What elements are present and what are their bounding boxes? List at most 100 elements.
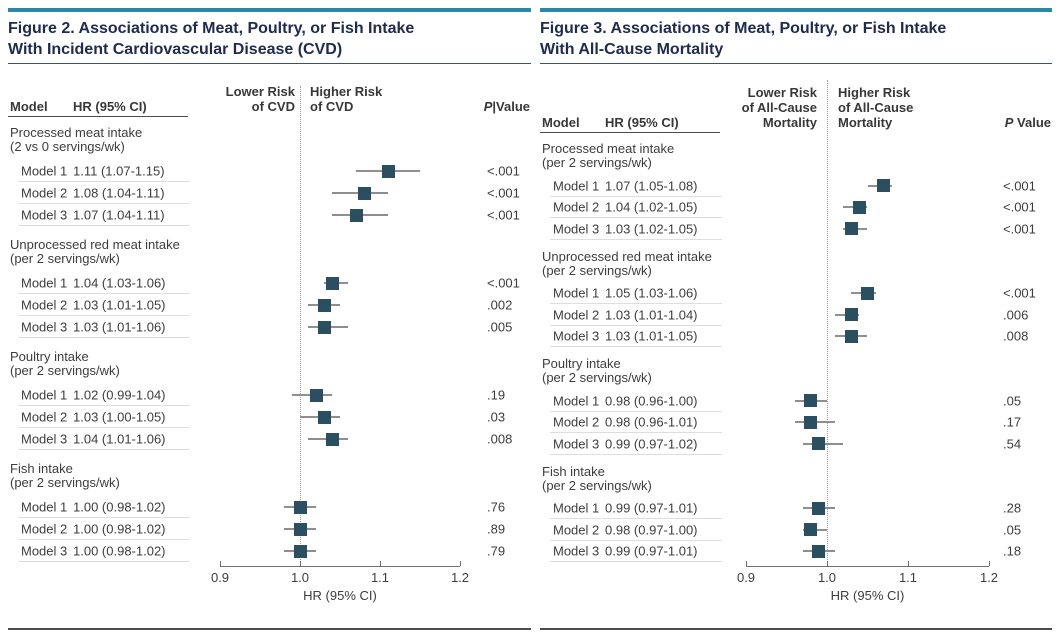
figure3-title: Figure 3. Associations of Meat, Poultry,… <box>540 18 1052 60</box>
group-label-line2: (per 2 servings/wk) <box>542 262 652 278</box>
figure3-title-line2: With All-Cause Mortality <box>540 41 724 58</box>
x-axis-title: HR (95% CI) <box>303 588 377 603</box>
figure2-title-line2: With Incident Cardiovascular Disease (CV… <box>8 41 343 58</box>
model-hr-underline <box>540 132 720 133</box>
hr-ci-value: 1.03 (1.01-1.05) <box>73 297 166 313</box>
hr-ci-value: 1.04 (1.03-1.06) <box>73 275 166 291</box>
model-row: Model 3 0.99 (0.97-1.01) .18 <box>540 541 1052 563</box>
title-rule <box>8 63 531 64</box>
hr-column-header: HR (95% CI) <box>605 115 679 130</box>
group-label-line2: (2 vs 0 servings/wk) <box>10 139 125 154</box>
hr-ci-value: 0.98 (0.96-1.01) <box>605 414 698 430</box>
lower-risk-label-line: Mortality <box>762 115 817 130</box>
p-value: <.001 <box>1003 221 1036 237</box>
intake-group: Processed meat intake (2 vs 0 servings/wk… <box>8 126 531 226</box>
intake-group: Fish intake (per 2 servings/wk) Model 1 1.0… <box>8 462 531 562</box>
model-name: Model 3 <box>21 543 68 559</box>
group-label: Processed meat intake (2 vs 0 servings/wk… <box>8 126 531 154</box>
model-row: Model 3 1.00 (0.98-1.02) .79 <box>8 540 531 562</box>
group-label: Poultry intake (per 2 servings/wk) <box>8 350 531 378</box>
x-axis-tick-label: 1.1 <box>370 570 390 585</box>
x-axis-tick-label: 1.0 <box>817 570 837 585</box>
x-axis: HR (95% CI) 0.9 1.0 1.1 1.2 <box>737 561 998 612</box>
group-label-line2: (per 2 servings/wk) <box>542 477 652 493</box>
x-axis-tick <box>299 561 301 566</box>
group-label-line2: (per 2 servings/wk) <box>542 370 652 385</box>
hr-point-marker <box>293 522 307 536</box>
model-row: Model 3 1.03 (1.02-1.05) <.001 <box>540 218 1052 240</box>
hr-ci-value: 1.04 (1.02-1.05) <box>605 199 698 215</box>
p-value: .28 <box>1003 500 1022 516</box>
x-axis-tick-label: 1.2 <box>450 570 470 585</box>
lower-risk-label-line: Lower Risk <box>225 84 295 99</box>
column-headers: Model HR (95% CI) Lower Risk of All-Cause… <box>540 64 1052 133</box>
p-value: .54 <box>1003 436 1022 452</box>
p-value-header: P|Value <box>483 99 530 114</box>
group-label: Fish intake (per 2 servings/wk) <box>540 463 1052 493</box>
intake-group: Poultry intake (per 2 servings/wk) Model 1… <box>540 357 1052 455</box>
hr-ci-value: 1.03 (1.00-1.05) <box>73 409 166 425</box>
p-value: <.001 <box>487 275 520 291</box>
p-value: .05 <box>1003 393 1022 409</box>
lower-risk-label-line: of All-Cause <box>741 100 817 115</box>
model-column-header: Model <box>10 99 48 114</box>
hr-point-marker <box>357 186 371 200</box>
hr-point-marker <box>804 415 818 429</box>
p-value: .19 <box>487 387 506 403</box>
x-axis-tick-label: 1.2 <box>979 570 999 585</box>
group-label-line2: (per 2 servings/wk) <box>10 251 120 266</box>
reference-line-1.0 <box>300 86 301 566</box>
p-value: .008 <box>487 431 513 447</box>
intake-group: Unprocessed red meat intake (per 2 servin… <box>8 238 531 338</box>
hr-point-marker <box>877 179 891 193</box>
hr-point-marker <box>812 437 826 451</box>
hr-point-marker <box>317 298 331 312</box>
group-label-line2: (per 2 servings/wk) <box>542 155 652 170</box>
forest-groups: Processed meat intake (2 vs 0 servings/wk… <box>8 126 531 562</box>
higher-risk-label-line: Higher Risk <box>310 84 383 99</box>
model-name: Model 1 <box>21 387 68 403</box>
x-axis-tick <box>460 561 461 566</box>
hr-ci-value: 1.03 (1.01-1.06) <box>73 319 166 335</box>
model-row: Model 3 1.03 (1.01-1.06) .005 <box>8 316 531 338</box>
p-value: .05 <box>1003 522 1022 538</box>
model-row: Model 2 1.08 (1.04-1.11) <.001 <box>8 182 531 204</box>
group-label-line1: Unprocessed red meat intake <box>10 237 180 252</box>
figure3-title-line1: Figure 3. Associations of Meat, Poultry,… <box>540 20 947 37</box>
higher-risk-label: Higher Risk of CVD <box>310 84 382 114</box>
column-headers: Model HR (95% CI) Lower Risk of CVD Highe… <box>8 64 531 117</box>
reference-line-1.0 <box>827 80 828 566</box>
x-axis-tick <box>907 561 909 566</box>
group-label-line1: Fish intake <box>542 463 605 479</box>
model-row: Model 2 1.03 (1.01-1.04) .006 <box>540 304 1052 326</box>
model-name: Model 1 <box>553 285 600 301</box>
model-row: Model 3 1.04 (1.01-1.06) .008 <box>8 428 531 450</box>
hr-ci-value: 0.99 (0.97-1.01) <box>605 543 698 559</box>
p-value: .005 <box>487 319 513 335</box>
hr-ci-value: 1.07 (1.04-1.11) <box>73 207 165 223</box>
x-axis-tick-label: 1.0 <box>290 570 310 585</box>
group-label-line1: Fish intake <box>10 461 73 476</box>
title-rule <box>540 63 1052 64</box>
hr-point-marker <box>861 286 874 300</box>
lower-risk-label-line: of CVD <box>251 99 295 114</box>
model-name: Model 2 <box>553 307 600 323</box>
hr-point-marker <box>844 329 858 343</box>
hr-point-marker <box>325 276 339 290</box>
model-row: Model 2 1.03 (1.00-1.05) .03 <box>8 406 531 428</box>
p-value: .17 <box>1003 414 1022 430</box>
hr-ci-value: 1.03 (1.01-1.04) <box>605 307 698 323</box>
intake-group: Processed meat intake (per 2 servings/wk)… <box>540 142 1052 240</box>
hr-ci-value: 1.04 (1.01-1.06) <box>73 431 166 447</box>
group-label: Unprocessed red meat intake (per 2 servin… <box>8 238 531 266</box>
model-name: Model 3 <box>553 328 600 344</box>
group-label-line1: Poultry intake <box>542 356 621 371</box>
model-row: Model 1 1.05 (1.03-1.06) <.001 <box>540 283 1052 305</box>
group-label-line2: (per 2 servings/wk) <box>10 363 120 378</box>
model-name: Model 3 <box>21 319 68 335</box>
figure2-cvd-panel: Figure 2. Associations of Meat, Poultry,… <box>8 8 531 630</box>
x-axis-tick-label: 1.1 <box>898 570 918 585</box>
accent-bar <box>8 8 531 12</box>
model-name: Model 3 <box>21 207 68 223</box>
model-name: Model 1 <box>553 393 600 409</box>
